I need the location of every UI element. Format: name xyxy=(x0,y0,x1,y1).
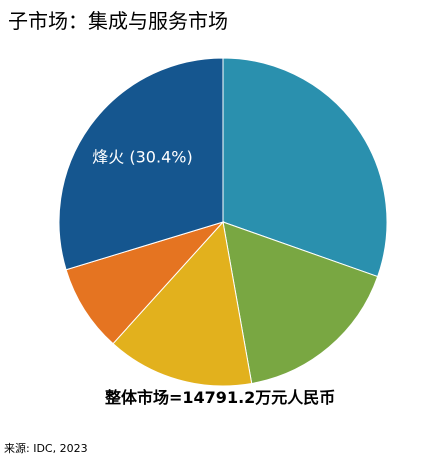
source-note: 来源: IDC, 2023 xyxy=(4,442,88,455)
pie-slice-5 xyxy=(58,57,224,271)
pie-slice-3 xyxy=(112,220,253,387)
pie-slice-4 xyxy=(65,220,225,345)
pie-slice-1 xyxy=(222,57,388,278)
pie-labels: 烽火 (30.4%) xyxy=(92,147,192,166)
pie-slices xyxy=(58,57,388,387)
total-market-annotation: 整体市场=14791.2万元人民币 xyxy=(105,388,336,407)
pie-slice-2 xyxy=(222,221,379,385)
chart-title: 子市场：集成与服务市场 xyxy=(8,9,228,33)
pie-slice-label-5: 烽火 (30.4%) xyxy=(92,147,192,166)
